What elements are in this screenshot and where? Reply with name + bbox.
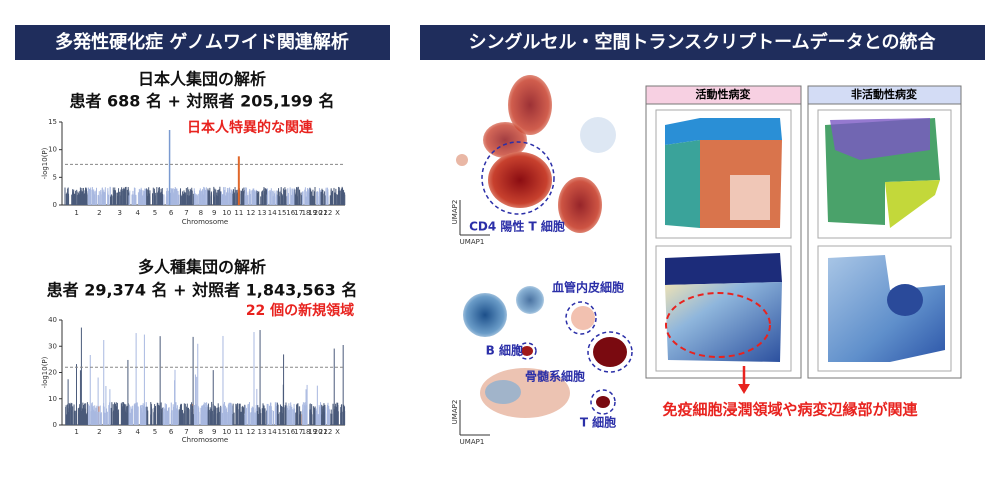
annotation: 22 個の新規領域: [246, 302, 354, 319]
chromosome-label: 3: [117, 209, 121, 217]
plot-title: 日本人集団の解析: [138, 70, 266, 89]
y-tick-label: 0: [53, 421, 57, 429]
chromosome-label: 8: [199, 209, 203, 217]
chromosome-label: 14: [268, 209, 277, 217]
chromosome-label: 6: [169, 209, 174, 217]
chromosome-label: 19: [308, 209, 317, 217]
chromosome-label: 8: [199, 428, 203, 436]
y-tick-label: 10: [48, 395, 57, 403]
header-bar: [15, 25, 390, 60]
y-tick-label: 5: [53, 173, 57, 181]
chromosome-label: 19: [308, 428, 317, 436]
y-tick-label: 20: [48, 369, 57, 377]
umap-axis: UMAP2: [451, 400, 459, 425]
y-axis-label: -log10(P): [41, 147, 49, 179]
chromosome-label: 3: [117, 428, 121, 436]
conclusion: 免疫細胞浸潤領域や病変辺縁部が関連: [662, 401, 918, 419]
chromosome-label: 21: [319, 209, 328, 217]
chromosome-label: 22: [323, 209, 332, 217]
y-tick-label: 0: [53, 201, 57, 209]
x-axis-label: Chromosome: [182, 218, 229, 226]
umap-top: UMAP2 UMAP1 CD4 陽性 T 細胞: [451, 75, 616, 246]
chromosome-label: X: [335, 209, 340, 217]
header-bar: [420, 25, 985, 60]
umap-axis: UMAP1: [460, 438, 485, 446]
spatial-panels: 活動性病変 非活動性病変 免疫細胞浸潤領域や病変辺縁部が関連: [645, 85, 962, 419]
y-tick-label: 40: [48, 316, 57, 324]
cell-label: 骨髄系細胞: [525, 369, 585, 384]
chromosome-label: 7: [184, 428, 188, 436]
chromosome-label: 16: [286, 209, 295, 217]
chromosome-label: 18: [302, 209, 311, 217]
chromosome-label: 21: [319, 428, 328, 436]
cell-label: B 細胞: [486, 343, 523, 358]
chromosome-label: 5: [153, 209, 157, 217]
chromosome-label: 12: [246, 209, 255, 217]
chromosome-label: 20: [314, 428, 323, 436]
chromosome-label: 2: [97, 428, 101, 436]
cell-label: 血管内皮細胞: [552, 280, 624, 295]
chromosome-label: 10: [222, 428, 231, 436]
chromosome-label: 12: [246, 428, 255, 436]
plot-subtitle: 患者 688 名 + 対照者 205,199 名: [69, 92, 334, 111]
chromosome-label: 2: [97, 209, 101, 217]
chromosome-label: 14: [268, 428, 277, 436]
chromosome-label: 16: [286, 428, 295, 436]
y-tick-label: 15: [48, 118, 57, 126]
chromosome-label: 13: [258, 428, 267, 436]
panel-header: [807, 85, 962, 105]
chromosome-label: 20: [314, 209, 323, 217]
chromosome-label: 15: [277, 428, 286, 436]
chromosome-label: 17: [294, 428, 303, 436]
chromosome-label: 7: [184, 209, 188, 217]
chromosome-label: 10: [222, 209, 231, 217]
panel-title: 活動性病変: [696, 87, 751, 101]
chromosome-label: 6: [169, 428, 174, 436]
y-tick-label: 30: [48, 342, 57, 350]
cell-label: CD4 陽性 T 細胞: [469, 219, 565, 234]
chromosome-label: 22: [323, 428, 332, 436]
umap-bottom: UMAP2 UMAP1 血管内皮細胞 B 細胞 骨髄系細胞 T 細胞: [451, 280, 633, 446]
umap-axis: UMAP2: [451, 200, 459, 225]
chromosome-label: 1: [74, 209, 78, 217]
annotation: 日本人特異的な関連: [187, 119, 314, 136]
cell-label: T 細胞: [580, 415, 616, 430]
chromosome-label: 9: [212, 428, 216, 436]
header: 多発性硬化症 ゲノムワイド関連解析: [55, 31, 349, 53]
chromosome-label: 13: [258, 209, 267, 217]
chromosome-label: X: [335, 428, 340, 436]
header: シングルセル・空間トランスクリプトームデータとの統合: [469, 31, 937, 53]
plot-title: 多人種集団の解析: [138, 258, 266, 277]
y-axis-label: -log10(P): [41, 356, 49, 388]
chromosome-label: 4: [136, 428, 141, 436]
panel-title: 非活動性病変: [851, 87, 917, 101]
plot-subtitle: 患者 29,374 名 + 対照者 1,843,563 名: [47, 281, 358, 300]
x-axis-label: Chromosome: [182, 436, 229, 444]
chromosome-label: 17: [294, 209, 303, 217]
umap-axis: UMAP1: [460, 238, 485, 246]
y-tick-label: 10: [48, 146, 57, 154]
chromosome-label: 5: [153, 428, 157, 436]
chromosome-label: 11: [234, 209, 243, 217]
panel-header: [645, 85, 802, 105]
chromosome-label: 1: [74, 428, 78, 436]
chromosome-label: 4: [136, 209, 141, 217]
chromosome-label: 9: [212, 209, 216, 217]
chromosome-label: 11: [234, 428, 243, 436]
chromosome-label: 18: [302, 428, 311, 436]
chromosome-label: 15: [277, 209, 286, 217]
